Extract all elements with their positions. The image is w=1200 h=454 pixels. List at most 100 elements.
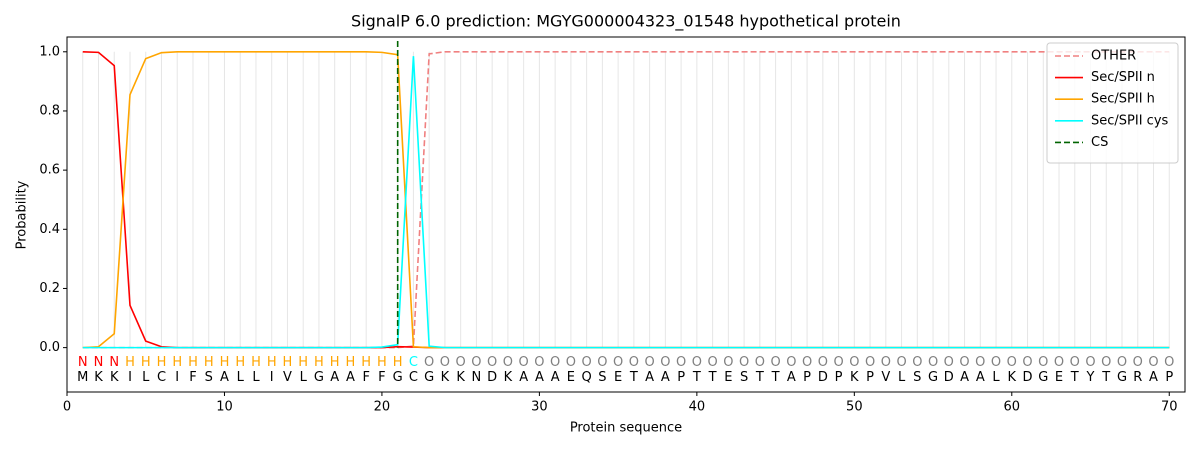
region-label: O	[723, 355, 733, 370]
residue-label: F	[378, 370, 385, 385]
residue-label: L	[300, 370, 308, 385]
residue-label: F	[362, 370, 369, 385]
residue-label: T	[771, 370, 780, 385]
residue-label: A	[535, 370, 544, 385]
residue-label: V	[881, 370, 890, 385]
residue-label: A	[661, 370, 670, 385]
residue-label: L	[898, 370, 906, 385]
x-tick-label: 20	[374, 400, 391, 415]
residue-label: D	[944, 370, 954, 385]
region-label: O	[1054, 355, 1064, 370]
residue-label: L	[142, 370, 150, 385]
region-label: O	[424, 355, 434, 370]
residue-label: K	[850, 370, 859, 385]
residue-label: T	[755, 370, 764, 385]
y-axis-label: Probability	[15, 180, 30, 249]
residue-label: K	[504, 370, 513, 385]
residue-label: K	[441, 370, 450, 385]
region-label: H	[188, 355, 198, 370]
region-label: O	[912, 355, 922, 370]
series-line	[82, 56, 1170, 349]
residue-label: P	[835, 370, 843, 385]
residue-label: K	[94, 370, 103, 385]
region-label: O	[471, 355, 481, 370]
region-label: O	[786, 355, 796, 370]
region-label: N	[78, 355, 88, 370]
region-label: O	[613, 355, 623, 370]
residue-label: E	[1055, 370, 1063, 385]
region-label: O	[440, 355, 450, 370]
region-label: H	[157, 355, 167, 370]
x-tick-label: 60	[1004, 400, 1021, 415]
region-label: H	[267, 355, 277, 370]
region-label: H	[377, 355, 387, 370]
region-label: O	[944, 355, 954, 370]
region-label: O	[881, 355, 891, 370]
residue-label: Y	[1086, 370, 1095, 385]
residue-label: A	[330, 370, 339, 385]
residue-label: D	[818, 370, 828, 385]
region-label: O	[1038, 355, 1048, 370]
residue-label: A	[346, 370, 355, 385]
region-label: O	[755, 355, 765, 370]
y-tick-label: 0.0	[39, 340, 60, 355]
region-label: O	[865, 355, 875, 370]
region-label: H	[330, 355, 340, 370]
x-axis-label: Protein sequence	[570, 421, 682, 436]
residue-label: M	[77, 370, 88, 385]
region-label: O	[534, 355, 544, 370]
residue-label: A	[1149, 370, 1158, 385]
residue-label: E	[567, 370, 575, 385]
region-label: O	[1117, 355, 1127, 370]
region-label: H	[251, 355, 261, 370]
residue-label: G	[314, 370, 324, 385]
region-label: O	[692, 355, 702, 370]
y-tick-label: 0.8	[39, 103, 60, 118]
residue-label: F	[189, 370, 196, 385]
region-label: O	[487, 355, 497, 370]
region-label: O	[849, 355, 859, 370]
region-label: O	[802, 355, 812, 370]
residue-label: T	[1070, 370, 1079, 385]
x-tick-label: 30	[531, 400, 548, 415]
residue-label: G	[424, 370, 434, 385]
region-label: O	[629, 355, 639, 370]
region-label: O	[833, 355, 843, 370]
residue-label: A	[519, 370, 528, 385]
region-label: H	[204, 355, 214, 370]
region-label: O	[550, 355, 560, 370]
residue-label: R	[1133, 370, 1142, 385]
residue-label: S	[913, 370, 921, 385]
residue-label: C	[409, 370, 418, 385]
region-label: O	[456, 355, 466, 370]
legend-label: CS	[1091, 135, 1108, 150]
residue-label: P	[803, 370, 811, 385]
region-label: O	[991, 355, 1001, 370]
residue-label: D	[487, 370, 497, 385]
residue-label: I	[128, 370, 132, 385]
region-label: H	[172, 355, 182, 370]
legend-label: Sec/SPII n	[1091, 70, 1155, 85]
residue-label: T	[629, 370, 638, 385]
residue-label: E	[724, 370, 732, 385]
residue-label: A	[787, 370, 796, 385]
residue-label: I	[175, 370, 179, 385]
region-label: O	[1148, 355, 1158, 370]
residue-label: G	[1038, 370, 1048, 385]
residue-label: T	[692, 370, 701, 385]
region-label: O	[1070, 355, 1080, 370]
x-tick-label: 0	[63, 400, 71, 415]
region-label: H	[220, 355, 230, 370]
residue-label: I	[270, 370, 274, 385]
region-label: C	[409, 355, 418, 370]
residue-label: G	[393, 370, 403, 385]
region-label: O	[597, 355, 607, 370]
x-tick-label: 40	[689, 400, 706, 415]
region-label: H	[125, 355, 135, 370]
residue-label: T	[708, 370, 717, 385]
residue-label: E	[614, 370, 622, 385]
y-tick-label: 0.2	[39, 281, 60, 296]
y-tick-label: 0.4	[39, 222, 60, 237]
region-label: O	[1133, 355, 1143, 370]
